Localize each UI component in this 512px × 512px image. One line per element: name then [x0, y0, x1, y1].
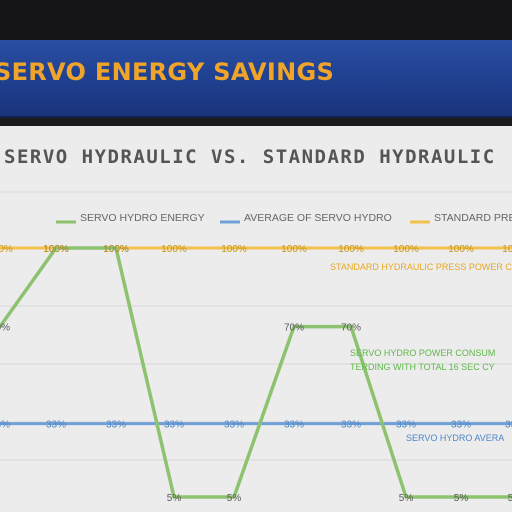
data-label: 33%	[46, 420, 66, 431]
data-label: 100%	[161, 244, 187, 255]
data-label: 100%	[43, 244, 69, 255]
series-line	[0, 246, 512, 499]
data-point	[292, 325, 296, 329]
data-label: 100%	[103, 244, 129, 255]
data-labels: 70% 100% 100% 5% 5% 70% 70% 5% 5% 5% 33% 33% 33% 33% 3…	[0, 244, 512, 504]
data-point	[54, 246, 58, 250]
data-label: 70%	[284, 323, 304, 334]
annotation-text: STANDARD HYDRAULIC PRESS POWER C	[330, 262, 512, 272]
data-point	[349, 325, 353, 329]
data-label: 100%	[448, 244, 474, 255]
data-label: 33%	[451, 420, 471, 431]
gridlines	[0, 191, 512, 461]
chart-title: SERVO HYDRAULIC VS. STANDARD HYDRAULIC	[4, 146, 496, 168]
data-label: 33%	[0, 420, 10, 431]
data-label: 100%	[281, 244, 307, 255]
annotations: STANDARD HYDRAULIC PRESS POWER C SERVO HY…	[330, 262, 512, 443]
top-dark-strip	[0, 0, 512, 40]
title-banner	[0, 40, 512, 118]
data-label: 100%	[338, 244, 364, 255]
data-label: 5%	[508, 493, 512, 504]
data-point	[114, 246, 118, 250]
legend-label: SERVO HYDRO ENERGY	[80, 212, 205, 224]
data-label: 100%	[502, 244, 512, 255]
legend-label: STANDARD PRESS	[434, 212, 512, 224]
annotation-text: TERDING WITH TOTAL 16 SEC CY	[350, 362, 495, 372]
annotation-text: SERVO HYDRO AVERA	[406, 433, 504, 443]
chart-panel	[0, 126, 512, 512]
data-label: 33%	[396, 420, 416, 431]
data-label: 33%	[224, 420, 244, 431]
data-label: 100%	[221, 244, 247, 255]
data-label: 33%	[284, 420, 304, 431]
data-point	[0, 325, 2, 329]
annotation-text: SERVO HYDRO POWER CONSUM	[350, 348, 495, 358]
data-point	[404, 495, 408, 499]
data-point	[232, 495, 236, 499]
legend: SERVO HYDRO ENERGY AVERAGE OF SERVO HYDRO…	[56, 212, 512, 224]
data-label: 100%	[43, 244, 69, 255]
data-label: 100%	[103, 244, 129, 255]
data-label: 5%	[454, 493, 469, 504]
data-label: 5%	[399, 493, 414, 504]
data-label: 33%	[164, 420, 184, 431]
data-label: 70%	[0, 323, 10, 334]
data-point	[459, 495, 463, 499]
data-label: 5%	[167, 493, 182, 504]
data-label: 33%	[341, 420, 361, 431]
data-label: 70%	[341, 323, 361, 334]
data-label: 100%	[393, 244, 419, 255]
series-lines	[0, 246, 512, 499]
data-label: 5%	[227, 493, 242, 504]
data-label: 33%	[106, 420, 126, 431]
data-point	[172, 495, 176, 499]
data-label: 100%	[0, 244, 13, 255]
legend-label: AVERAGE OF SERVO HYDRO	[244, 212, 392, 224]
slide-title: SERVO ENERGY SAVINGS	[0, 58, 335, 86]
data-label: 33%	[505, 420, 512, 431]
